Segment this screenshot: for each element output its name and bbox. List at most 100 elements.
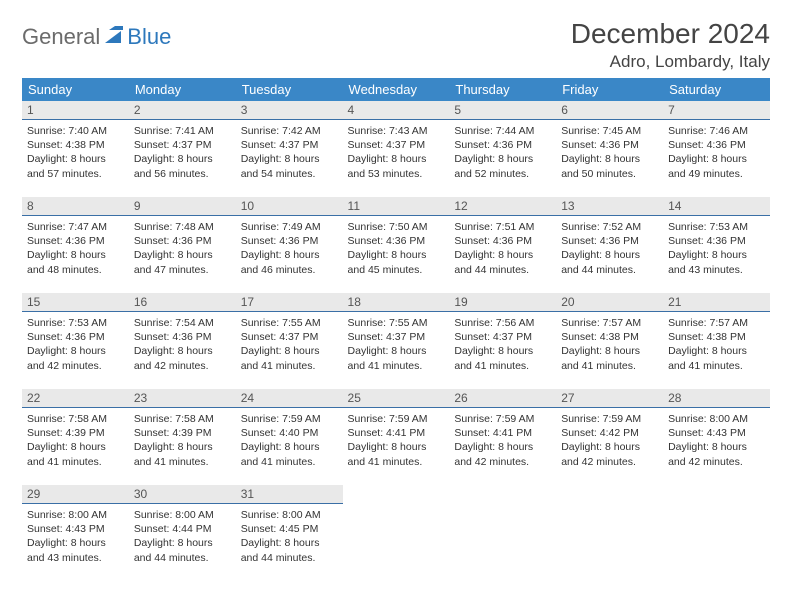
day-number: 27 [556, 389, 663, 407]
sunrise-line: Sunrise: 7:59 AM [348, 412, 445, 426]
daylight-line: Daylight: 8 hours and 43 minutes. [668, 248, 765, 276]
calendar-cell: 6Sunrise: 7:45 AMSunset: 4:36 PMDaylight… [556, 101, 663, 197]
sunrise-line: Sunrise: 7:55 AM [348, 316, 445, 330]
day-details: Sunrise: 7:57 AMSunset: 4:38 PMDaylight:… [663, 311, 770, 389]
day-details: Sunrise: 7:55 AMSunset: 4:37 PMDaylight:… [236, 311, 343, 389]
day-number: 5 [449, 101, 556, 119]
calendar-cell: 9 Sunrise: 7:48 AMSunset: 4:36 PMDaylight… [129, 197, 236, 293]
title-block: December 2024 Adro, Lombardy, Italy [571, 18, 770, 72]
weekday-header: Wednesday [343, 78, 450, 101]
day-number: 17 [236, 293, 343, 311]
calendar-cell: 11Sunrise: 7:50 AMSunset: 4:36 PMDayligh… [343, 197, 450, 293]
daylight-line: Daylight: 8 hours and 44 minutes. [454, 248, 551, 276]
weekday-header: Saturday [663, 78, 770, 101]
day-body: Sunrise: 7:43 AMSunset: 4:37 PMDaylight:… [348, 123, 445, 181]
day-details: Sunrise: 7:46 AMSunset: 4:36 PMDaylight:… [663, 119, 770, 197]
day-number: 3 [236, 101, 343, 119]
day-number: 1 [22, 101, 129, 119]
sunset-line: Sunset: 4:40 PM [241, 426, 338, 440]
day-body: Sunrise: 7:59 AMSunset: 4:42 PMDaylight:… [561, 411, 658, 469]
day-body: Sunrise: 7:53 AMSunset: 4:36 PMDaylight:… [27, 315, 124, 373]
day-number: 7 [663, 101, 770, 119]
sunset-line: Sunset: 4:37 PM [241, 330, 338, 344]
sunset-line: Sunset: 4:38 PM [668, 330, 765, 344]
empty-cell [449, 485, 556, 563]
day-number: 26 [449, 389, 556, 407]
sunrise-line: Sunrise: 7:59 AM [454, 412, 551, 426]
day-body: Sunrise: 8:00 AMSunset: 4:44 PMDaylight:… [134, 507, 231, 565]
calendar-cell: 24Sunrise: 7:59 AMSunset: 4:40 PMDayligh… [236, 389, 343, 485]
empty-cell [343, 485, 450, 563]
weekday-header: Tuesday [236, 78, 343, 101]
weekday-header: Thursday [449, 78, 556, 101]
day-number: 9 [129, 197, 236, 215]
sunset-line: Sunset: 4:37 PM [241, 138, 338, 152]
sunset-line: Sunset: 4:36 PM [668, 234, 765, 248]
daylight-line: Daylight: 8 hours and 44 minutes. [561, 248, 658, 276]
daylight-line: Daylight: 8 hours and 41 minutes. [454, 344, 551, 372]
day-details: Sunrise: 8:00 AMSunset: 4:44 PMDaylight:… [129, 503, 236, 581]
day-details: Sunrise: 7:44 AMSunset: 4:36 PMDaylight:… [449, 119, 556, 197]
sunrise-line: Sunrise: 8:00 AM [668, 412, 765, 426]
sunset-line: Sunset: 4:45 PM [241, 522, 338, 536]
day-number: 6 [556, 101, 663, 119]
empty-cell [663, 485, 770, 563]
day-number: 19 [449, 293, 556, 311]
daylight-line: Daylight: 8 hours and 49 minutes. [668, 152, 765, 180]
calendar-cell: 2Sunrise: 7:41 AMSunset: 4:37 PMDaylight… [129, 101, 236, 197]
daylight-line: Daylight: 8 hours and 46 minutes. [241, 248, 338, 276]
day-body: Sunrise: 7:41 AMSunset: 4:37 PMDaylight:… [134, 123, 231, 181]
calendar-cell [663, 485, 770, 581]
sunset-line: Sunset: 4:39 PM [134, 426, 231, 440]
sunrise-line: Sunrise: 7:49 AM [241, 220, 338, 234]
weekday-header: Sunday [22, 78, 129, 101]
day-details: Sunrise: 8:00 AMSunset: 4:43 PMDaylight:… [663, 407, 770, 485]
calendar-cell: 30Sunrise: 8:00 AMSunset: 4:44 PMDayligh… [129, 485, 236, 581]
sunset-line: Sunset: 4:36 PM [561, 138, 658, 152]
day-details: Sunrise: 7:47 AMSunset: 4:36 PMDaylight:… [22, 215, 129, 293]
weekday-header: Monday [129, 78, 236, 101]
daylight-line: Daylight: 8 hours and 41 minutes. [561, 344, 658, 372]
weekday-header-row: Sunday Monday Tuesday Wednesday Thursday… [22, 78, 770, 101]
sunset-line: Sunset: 4:36 PM [561, 234, 658, 248]
daylight-line: Daylight: 8 hours and 42 minutes. [668, 440, 765, 468]
day-number: 15 [22, 293, 129, 311]
day-details: Sunrise: 7:45 AMSunset: 4:36 PMDaylight:… [556, 119, 663, 197]
day-details: Sunrise: 7:53 AMSunset: 4:36 PMDaylight:… [663, 215, 770, 293]
day-number: 29 [22, 485, 129, 503]
calendar-cell: 21Sunrise: 7:57 AMSunset: 4:38 PMDayligh… [663, 293, 770, 389]
day-number: 28 [663, 389, 770, 407]
calendar-cell: 19Sunrise: 7:56 AMSunset: 4:37 PMDayligh… [449, 293, 556, 389]
sunset-line: Sunset: 4:36 PM [454, 234, 551, 248]
sunrise-line: Sunrise: 7:40 AM [27, 124, 124, 138]
logo-text-general: General [22, 24, 100, 50]
calendar-cell: 1Sunrise: 7:40 AMSunset: 4:38 PMDaylight… [22, 101, 129, 197]
day-number: 4 [343, 101, 450, 119]
day-number: 10 [236, 197, 343, 215]
day-details: Sunrise: 7:56 AMSunset: 4:37 PMDaylight:… [449, 311, 556, 389]
day-details: Sunrise: 7:53 AMSunset: 4:36 PMDaylight:… [22, 311, 129, 389]
sunset-line: Sunset: 4:43 PM [27, 522, 124, 536]
day-number: 8 [22, 197, 129, 215]
empty-cell [556, 485, 663, 563]
calendar-row: 8Sunrise: 7:47 AMSunset: 4:36 PMDaylight… [22, 197, 770, 293]
logo-mark-icon [105, 26, 125, 49]
day-body: Sunrise: 7:51 AMSunset: 4:36 PMDaylight:… [454, 219, 551, 277]
day-details: Sunrise: 7:42 AMSunset: 4:37 PMDaylight:… [236, 119, 343, 197]
day-body: Sunrise: 7:48 AMSunset: 4:36 PMDaylight:… [134, 219, 231, 277]
calendar-row: 22Sunrise: 7:58 AMSunset: 4:39 PMDayligh… [22, 389, 770, 485]
day-details: Sunrise: 7:49 AMSunset: 4:36 PMDaylight:… [236, 215, 343, 293]
sunrise-line: Sunrise: 8:00 AM [241, 508, 338, 522]
sunset-line: Sunset: 4:41 PM [454, 426, 551, 440]
day-details: Sunrise: 7:48 AMSunset: 4:36 PMDaylight:… [129, 215, 236, 293]
sunrise-line: Sunrise: 7:53 AM [27, 316, 124, 330]
sunset-line: Sunset: 4:43 PM [668, 426, 765, 440]
day-body: Sunrise: 8:00 AMSunset: 4:43 PMDaylight:… [27, 507, 124, 565]
day-details: Sunrise: 7:52 AMSunset: 4:36 PMDaylight:… [556, 215, 663, 293]
calendar-cell: 27 Sunrise: 7:59 AMSunset: 4:42 PMDayligh… [556, 389, 663, 485]
day-body: Sunrise: 7:52 AMSunset: 4:36 PMDaylight:… [561, 219, 658, 277]
daylight-line: Daylight: 8 hours and 41 minutes. [348, 344, 445, 372]
day-number: 24 [236, 389, 343, 407]
daylight-line: Daylight: 8 hours and 41 minutes. [668, 344, 765, 372]
day-details: Sunrise: 7:50 AMSunset: 4:36 PMDaylight:… [343, 215, 450, 293]
